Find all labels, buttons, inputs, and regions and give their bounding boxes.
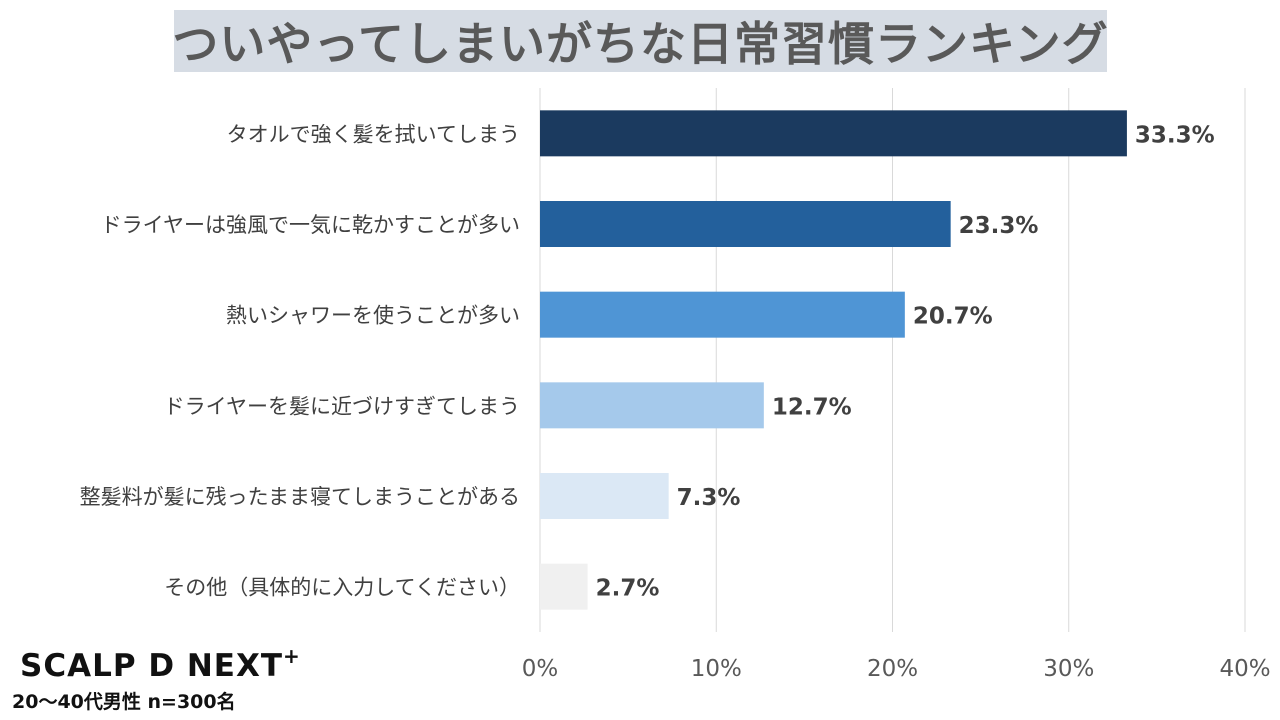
data-label: 2.7% xyxy=(596,576,660,602)
x-tick-label: 40% xyxy=(1219,656,1270,682)
category-label: ドライヤーを髪に近づけすぎてしまう xyxy=(164,394,520,418)
sample-note: 20～40代男性 n=300名 xyxy=(12,691,236,713)
brand-logo-plus: + xyxy=(283,644,301,668)
category-label: 熱いシャワーを使うことが多い xyxy=(226,304,520,328)
title-banner: ついやってしまいがちな日常習慣ランキング xyxy=(172,10,1109,72)
bar-5 xyxy=(540,563,588,610)
x-tick-label: 0% xyxy=(522,656,559,682)
category-label: 整髪料が髪に残ったまま寝てしまうことがある xyxy=(80,485,520,509)
category-label: その他（具体的に入力してください） xyxy=(164,576,520,600)
bar-1 xyxy=(540,201,951,247)
bar-3 xyxy=(540,382,764,429)
data-label: 20.7% xyxy=(913,304,993,330)
chart-title: ついやってしまいがちな日常習慣ランキング xyxy=(172,17,1109,71)
category-label: タオルで強く髪を拭いてしまう xyxy=(227,122,520,146)
bar-4 xyxy=(540,473,669,519)
brand-logo: SCALP D NEXT+ xyxy=(20,644,301,688)
x-tick-label: 10% xyxy=(691,656,742,682)
category-label: ドライヤーは強風で一気に乾かすことが多い xyxy=(101,213,520,237)
bar-0 xyxy=(540,110,1127,157)
data-label: 33.3% xyxy=(1135,122,1215,148)
x-tick-label: 30% xyxy=(1043,656,1094,682)
x-tick-label: 20% xyxy=(867,656,918,682)
data-label: 12.7% xyxy=(772,394,852,420)
data-label: 23.3% xyxy=(959,213,1039,239)
bar-2 xyxy=(540,291,905,338)
brand-logo-text: SCALP D NEXT xyxy=(20,648,284,684)
data-label: 7.3% xyxy=(677,485,741,511)
